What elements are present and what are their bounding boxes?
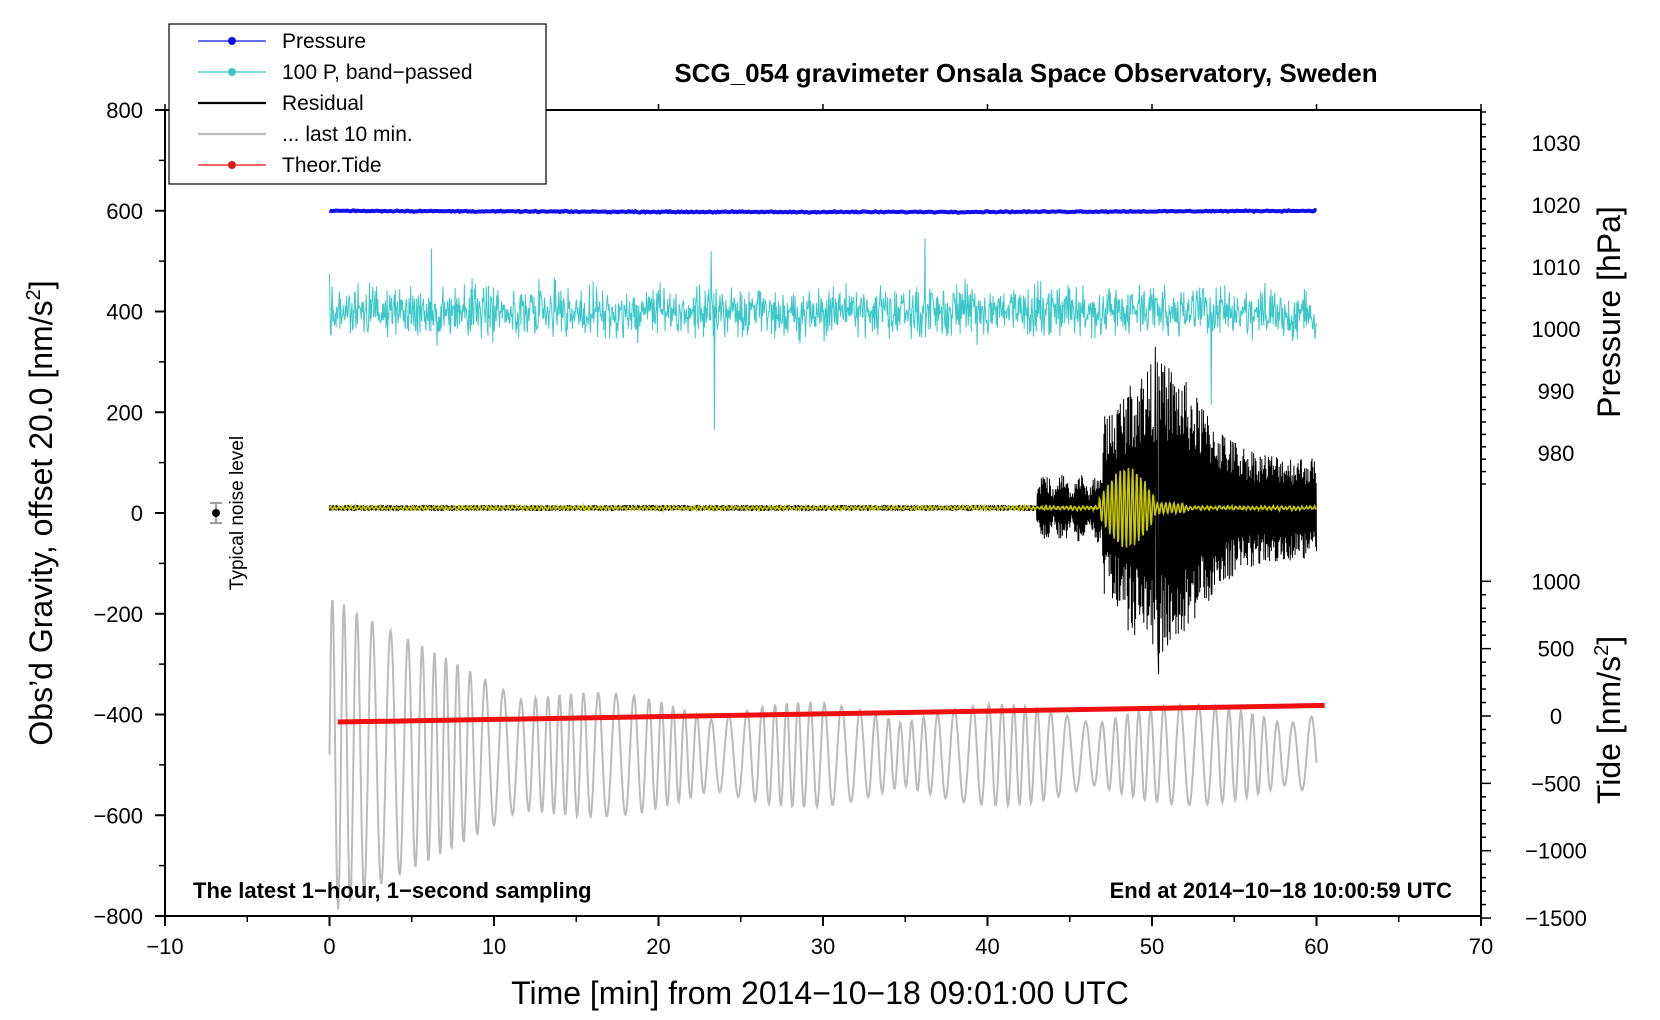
y-axis-title-left-end: ] <box>23 280 59 289</box>
y-tick-label: −400 <box>93 703 143 728</box>
x-axis-title: Time [min] from 2014−10−18 09:01:00 UTC <box>511 975 1129 1011</box>
legend-marker <box>228 68 236 76</box>
annotation-sampling: The latest 1−hour, 1−second sampling <box>193 878 592 903</box>
series-residual-lowpassed <box>328 467 1317 548</box>
y-axis-title-tide: Tide [nm/s2] <box>1591 636 1627 804</box>
data-series <box>328 207 1325 910</box>
x-tick-label: 20 <box>646 934 670 959</box>
pressure-tick-label: 1020 <box>1532 193 1581 218</box>
tide-tick-label: 500 <box>1538 637 1575 662</box>
y-axis-title-tide-sup: 2 <box>1591 645 1613 656</box>
series-bandpassed-pressure <box>329 238 1317 430</box>
pressure-tick-label: 1030 <box>1532 131 1581 156</box>
axis-ticks <box>155 104 1491 926</box>
noise-dot <box>211 509 220 517</box>
y-axis-title-pressure: Pressure [hPa] <box>1591 206 1627 418</box>
tide-tick-label: −1500 <box>1525 906 1587 931</box>
legend-marker <box>228 37 236 45</box>
x-tick-label: 60 <box>1304 934 1328 959</box>
noise-marker <box>209 501 222 525</box>
y-axis-title-tide-end: ] <box>1591 636 1627 645</box>
annotation-end-time: End at 2014−10−18 10:00:59 UTC <box>1110 878 1453 903</box>
pressure-tick-label: 980 <box>1538 441 1575 466</box>
y-axis-title-left-sup: 2 <box>23 289 45 300</box>
y-axis-title-left: Obs’d Gravity, offset 20.0 [nm/s2] <box>23 280 59 745</box>
noise-level-label: Typical noise level <box>227 436 248 590</box>
tide-tick-label: 1000 <box>1532 569 1581 594</box>
tide-tick-label: −500 <box>1531 771 1581 796</box>
x-tick-label: 70 <box>1469 934 1493 959</box>
y-tick-label: −600 <box>93 803 143 828</box>
pressure-tick-label: 1000 <box>1532 317 1581 342</box>
y-axis-title-left-text: Obs’d Gravity, offset 20.0 [nm/s <box>23 300 59 745</box>
tick-labels: −10 0 10 20 30 40 50 60 708006004002000−200−400−… <box>93 98 1586 959</box>
legend-label: ... last 10 min. <box>282 123 413 146</box>
legend-label: Pressure <box>282 30 366 53</box>
y-tick-label: −800 <box>93 904 143 929</box>
y-tick-label: 800 <box>106 98 143 123</box>
y-tick-label: 600 <box>106 199 143 224</box>
series-last-10-min <box>328 600 1318 910</box>
y-tick-label: 0 <box>131 501 143 526</box>
y-tick-label: 200 <box>106 400 143 425</box>
tide-tick-label: −1000 <box>1525 839 1587 864</box>
y-tick-label: 400 <box>106 300 143 325</box>
y-tick-label: −200 <box>93 602 143 627</box>
legend: Pressure 100 P, band−passed Residual ... la… <box>168 23 547 185</box>
legend-label: 100 P, band−passed <box>282 61 473 84</box>
legend-label: Residual <box>282 92 364 115</box>
series-pressure <box>328 207 1318 215</box>
pressure-tick-label: 1010 <box>1532 255 1581 280</box>
series-theor-tide <box>337 702 1325 725</box>
x-tick-label: 50 <box>1140 934 1164 959</box>
tide-tick-label: 0 <box>1550 704 1562 729</box>
legend-label: Theor.Tide <box>282 154 382 177</box>
x-tick-label: 10 <box>482 934 506 959</box>
chart-title: SCG_054 gravimeter Onsala Space Observat… <box>674 58 1377 88</box>
x-tick-label: 40 <box>975 934 999 959</box>
y-axis-title-tide-text: Tide [nm/s <box>1591 656 1627 804</box>
x-tick-label: 0 <box>323 934 335 959</box>
pressure-tick-label: 990 <box>1538 379 1575 404</box>
x-tick-label: 30 <box>811 934 835 959</box>
legend-marker <box>228 161 236 169</box>
x-tick-label: −10 <box>146 934 183 959</box>
